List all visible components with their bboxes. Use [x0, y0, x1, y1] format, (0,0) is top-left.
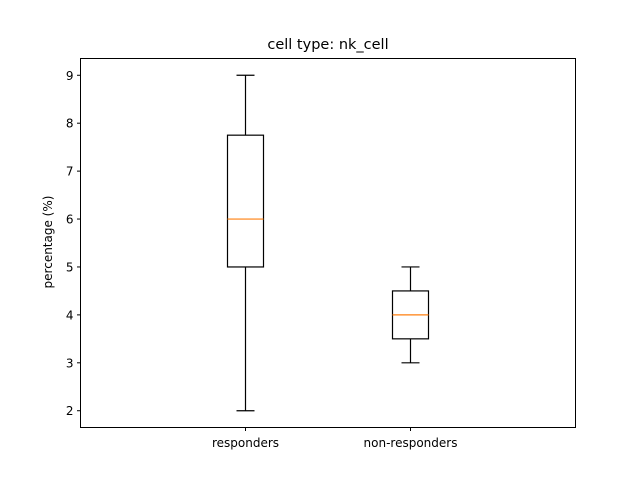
x-tick-label: responders: [212, 436, 279, 450]
y-tick-label: 7: [66, 165, 74, 179]
y-tick-label: 5: [66, 260, 74, 274]
y-axis-label: percentage (%): [41, 196, 55, 289]
y-tick-label: 9: [66, 69, 74, 83]
y-tick-label: 2: [66, 404, 74, 418]
y-tick-label: 4: [66, 308, 74, 322]
y-tick-label: 6: [66, 213, 74, 227]
y-tick-label: 8: [66, 117, 74, 131]
x-tick-label: non-responders: [364, 436, 458, 450]
chart-title: cell type: nk_cell: [267, 37, 388, 53]
y-tick-label: 3: [66, 356, 74, 370]
